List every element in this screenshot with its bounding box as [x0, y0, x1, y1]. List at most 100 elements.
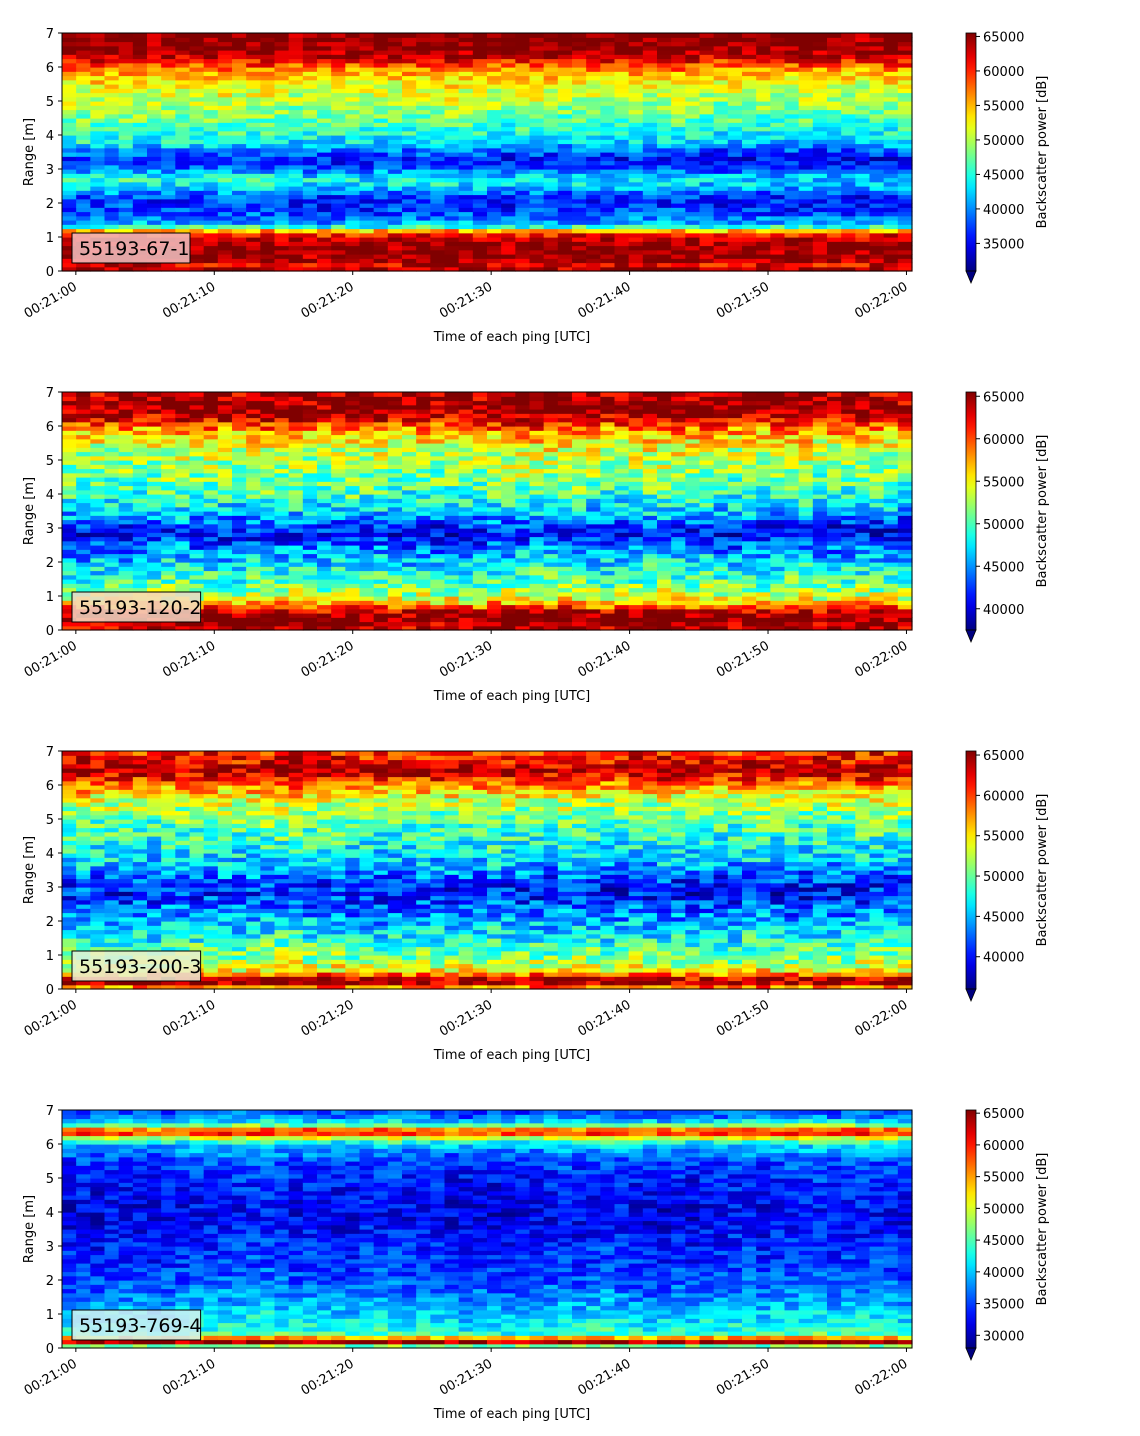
heatmap-cell [487, 75, 502, 81]
heatmap-cell [557, 33, 573, 38]
heatmap-cell [628, 164, 644, 170]
heatmap-cell [62, 37, 77, 43]
heatmap-cell [274, 545, 290, 550]
heatmap-cell [217, 92, 233, 98]
heatmap-cell [175, 177, 191, 183]
heatmap-cell [756, 190, 771, 196]
heatmap-cell [657, 130, 672, 136]
heatmap-cell [345, 241, 361, 247]
heatmap-cell [232, 101, 247, 106]
heatmap-cell [189, 417, 205, 423]
heatmap-cell [147, 489, 162, 495]
heatmap-cell [161, 443, 176, 448]
heatmap-cell [90, 417, 106, 423]
heatmap-cell [147, 224, 162, 230]
heatmap-cell [487, 101, 502, 106]
heatmap-cell [203, 617, 219, 623]
heatmap-cell [90, 139, 106, 145]
heatmap-cell [444, 254, 460, 259]
heatmap-cell [147, 96, 162, 102]
heatmap-cell [76, 92, 91, 98]
heatmap-cell [90, 130, 106, 136]
heatmap-cell [76, 494, 91, 499]
heatmap-cell [586, 241, 601, 247]
heatmap-cell [501, 207, 516, 213]
heatmap-cell [189, 451, 205, 457]
heatmap-cell [657, 143, 672, 149]
heatmap-cell [529, 135, 545, 140]
heatmap-cell [557, 211, 573, 217]
heatmap-cell [444, 109, 460, 115]
heatmap-cell [345, 71, 361, 77]
heatmap-cell [274, 562, 290, 567]
heatmap-cell [827, 266, 842, 272]
heatmap-cell [430, 481, 446, 487]
heatmap-cell [685, 109, 701, 115]
heatmap-cell [784, 249, 800, 255]
heatmap-cell [373, 160, 389, 166]
heatmap-cell [529, 147, 545, 153]
heatmap-cell [742, 113, 757, 119]
heatmap-cell [161, 506, 176, 512]
heatmap-cell [472, 58, 488, 64]
heatmap-cell [217, 45, 233, 51]
heatmap-cell [302, 37, 318, 43]
heatmap-cell [302, 396, 318, 402]
heatmap-cell [274, 139, 290, 145]
heatmap-cell [62, 443, 77, 448]
heatmap-cell [572, 143, 587, 149]
heatmap-cell [798, 181, 814, 187]
heatmap-cell [260, 228, 276, 234]
heatmap-cell [232, 41, 247, 47]
heatmap-cell [317, 447, 332, 453]
heatmap-cell [685, 186, 701, 191]
colorbar [966, 33, 976, 271]
heatmap-cell [515, 62, 531, 68]
heatmap-cell [118, 96, 134, 102]
heatmap-cell [472, 203, 488, 208]
heatmap-cell [175, 451, 191, 457]
heatmap-cell [402, 426, 417, 431]
heatmap-cell [727, 92, 743, 98]
heatmap-cell [132, 203, 148, 208]
heatmap-cell [869, 135, 885, 140]
heatmap-cell [586, 84, 601, 89]
heatmap-cell [232, 472, 247, 478]
heatmap-cell [189, 130, 205, 136]
heatmap-cell [246, 455, 261, 461]
heatmap-cell [104, 41, 120, 47]
heatmap-cell [430, 126, 446, 132]
heatmap-cell [841, 113, 856, 119]
heatmap-cell [798, 41, 814, 47]
heatmap-cell [132, 33, 148, 38]
heatmap-cell [132, 460, 148, 465]
heatmap-cell [317, 135, 332, 140]
heatmap-cell [501, 139, 516, 145]
heatmap-cell [402, 532, 417, 538]
heatmap-cell [897, 207, 913, 213]
heatmap-cell [118, 181, 134, 187]
heatmap-cell [373, 156, 389, 162]
heatmap-cell [175, 262, 191, 268]
heatmap-cell [331, 447, 346, 453]
heatmap-cell [331, 409, 346, 414]
heatmap-cell [869, 190, 885, 196]
heatmap-cell [147, 528, 162, 533]
heatmap-cell [387, 426, 403, 431]
heatmap-cell [118, 625, 134, 631]
heatmap-cell [317, 50, 332, 55]
heatmap-cell [487, 79, 502, 85]
heatmap-cell [614, 245, 630, 251]
heatmap-cell [402, 92, 417, 98]
heatmap-cell [132, 105, 148, 111]
heatmap-cell [685, 92, 701, 98]
heatmap-cell [402, 203, 417, 208]
heatmap-cell [458, 211, 474, 217]
heatmap-cell [302, 392, 318, 397]
heatmap-cell [515, 164, 531, 170]
heatmap-cell [175, 266, 191, 272]
heatmap-cell [260, 190, 276, 196]
heatmap-cell [883, 160, 899, 166]
heatmap-cell [345, 494, 361, 499]
heatmap-cell [274, 118, 290, 123]
